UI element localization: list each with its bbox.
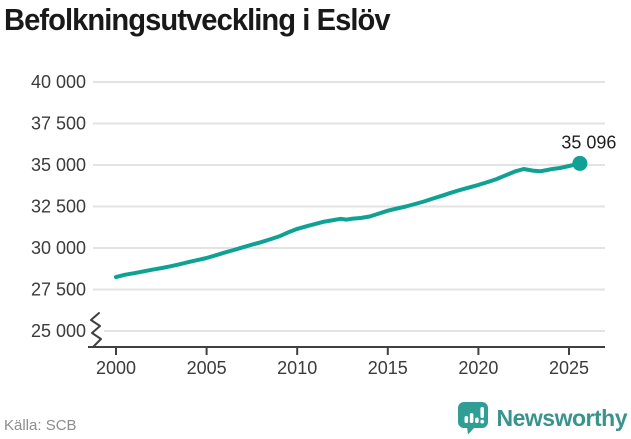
y-axis-tick-label: 30 000: [31, 238, 86, 258]
latest-value-marker: [572, 155, 588, 171]
bar-chart-speech-bubble-icon: [457, 402, 488, 435]
population-line: [114, 161, 582, 280]
x-axis-tick-label: 2015: [368, 358, 408, 378]
y-axis-tick-label: 35 000: [31, 155, 86, 175]
x-axis-tick-label: 2025: [549, 358, 589, 378]
x-axis-tick-label: 2000: [96, 358, 136, 378]
x-axis-tick-label: 2010: [277, 358, 317, 378]
y-axis-tick-label: 37 500: [31, 114, 86, 134]
x-axis-tick-label: 2005: [187, 358, 227, 378]
x-axis-tick-label: 2020: [458, 358, 498, 378]
axis-break-icon: [90, 312, 102, 348]
newsworthy-brand: Newsworthy: [457, 401, 628, 435]
y-axis-tick-label: 40 000: [31, 72, 86, 92]
y-axis-tick-label: 32 500: [31, 197, 86, 217]
latest-value-label: 35 096: [561, 132, 616, 152]
source-note: Källa: SCB: [4, 417, 77, 434]
y-axis-tick-label: 25 000: [31, 321, 86, 341]
y-axis-tick-label: 27 500: [31, 280, 86, 300]
chart-title: Befolkningsutveckling i Eslöv: [4, 2, 391, 37]
newsworthy-wordmark: Newsworthy: [496, 404, 628, 431]
